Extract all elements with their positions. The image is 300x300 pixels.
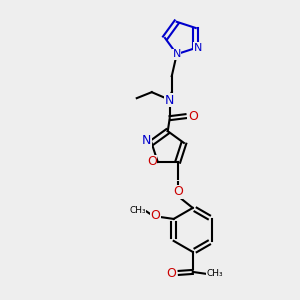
- Text: N: N: [172, 49, 181, 59]
- Text: O: O: [147, 155, 157, 168]
- Text: CH₃: CH₃: [206, 269, 223, 278]
- Text: CH₃: CH₃: [129, 206, 146, 215]
- Text: N: N: [194, 43, 202, 53]
- Text: O: O: [173, 185, 183, 198]
- Text: O: O: [151, 209, 160, 222]
- Text: O: O: [166, 267, 176, 280]
- Text: N: N: [165, 94, 174, 107]
- Text: N: N: [142, 134, 151, 147]
- Text: O: O: [188, 110, 198, 123]
